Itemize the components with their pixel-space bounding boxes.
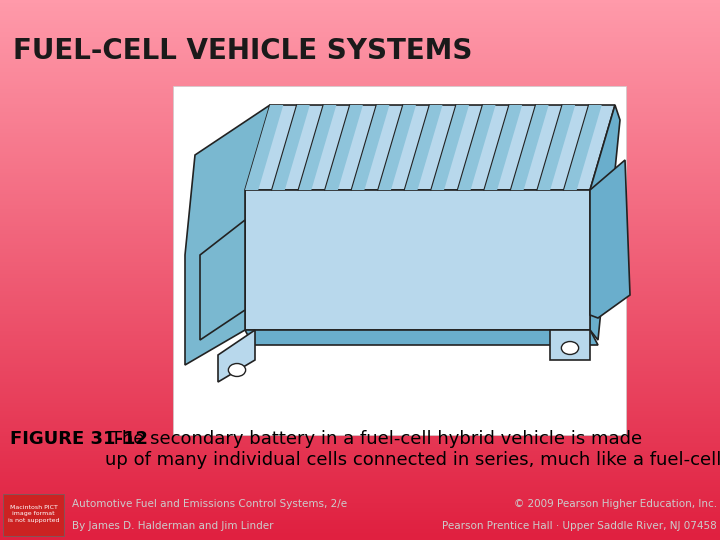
Polygon shape	[590, 160, 630, 318]
Polygon shape	[200, 220, 245, 340]
Polygon shape	[564, 105, 602, 190]
Polygon shape	[271, 105, 310, 190]
Polygon shape	[218, 330, 255, 382]
Polygon shape	[351, 105, 390, 190]
Polygon shape	[431, 105, 469, 190]
Polygon shape	[484, 105, 522, 190]
Text: Macintosh PICT
image format
is not supported: Macintosh PICT image format is not suppo…	[8, 505, 59, 523]
Polygon shape	[404, 105, 443, 190]
Polygon shape	[550, 330, 590, 360]
FancyBboxPatch shape	[3, 494, 64, 536]
Polygon shape	[537, 105, 575, 190]
Circle shape	[228, 363, 246, 376]
Circle shape	[562, 341, 579, 354]
FancyBboxPatch shape	[173, 86, 626, 435]
Text: FUEL-CELL VEHICLE SYSTEMS: FUEL-CELL VEHICLE SYSTEMS	[13, 37, 472, 65]
Polygon shape	[510, 105, 549, 190]
Text: By James D. Halderman and Jim Linder: By James D. Halderman and Jim Linder	[72, 521, 274, 531]
Text: The secondary battery in a fuel-cell hybrid vehicle is made
up of many individua: The secondary battery in a fuel-cell hyb…	[105, 430, 720, 469]
Text: © 2009 Pearson Higher Education, Inc.: © 2009 Pearson Higher Education, Inc.	[514, 499, 717, 509]
Polygon shape	[590, 105, 620, 340]
Polygon shape	[245, 190, 590, 330]
Polygon shape	[185, 105, 270, 365]
Polygon shape	[245, 105, 615, 190]
Polygon shape	[298, 105, 336, 190]
Polygon shape	[245, 330, 598, 345]
Text: Pearson Prentice Hall · Upper Saddle River, NJ 07458: Pearson Prentice Hall · Upper Saddle Riv…	[442, 521, 717, 531]
Text: Automotive Fuel and Emissions Control Systems, 2/e: Automotive Fuel and Emissions Control Sy…	[72, 499, 347, 509]
Text: FIGURE 31-12: FIGURE 31-12	[10, 430, 148, 448]
Polygon shape	[325, 105, 363, 190]
Polygon shape	[378, 105, 416, 190]
Polygon shape	[245, 105, 283, 190]
Polygon shape	[457, 105, 495, 190]
